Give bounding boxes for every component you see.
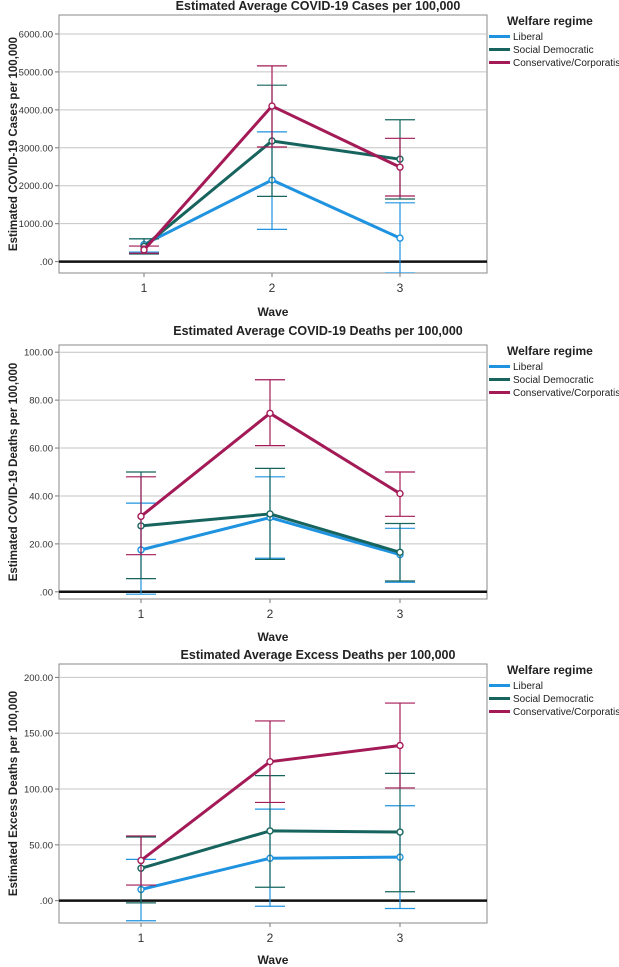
- x-tick-label: 2: [267, 931, 274, 945]
- legend-label: Conservative/Corporatist: [513, 388, 619, 399]
- plot-frame: [58, 663, 488, 924]
- y-tick-label: 50.00: [29, 840, 53, 851]
- legend: Welfare regime Liberal Social Democratic Co…: [489, 14, 619, 69]
- data-point: [396, 741, 404, 750]
- y-tick-label: 40.00: [29, 491, 53, 502]
- legend-title: Welfare regime: [507, 663, 593, 677]
- y-tick-label: .00: [40, 257, 53, 268]
- y-tick-label: 150.00: [24, 729, 53, 740]
- x-axis-label: Wave: [258, 953, 289, 967]
- legend-label: Liberal: [513, 681, 543, 692]
- data-point: [396, 163, 404, 171]
- y-tick-label: 6000.00: [19, 29, 53, 40]
- data-point: [268, 102, 276, 110]
- y-axis-label: Estimated COVID-19 Cases per 100,000: [8, 37, 20, 251]
- legend-title: Welfare regime: [507, 344, 593, 358]
- data-point: [266, 510, 274, 518]
- legend-label: Social Democratic: [513, 694, 594, 705]
- y-tick-label: 3000.00: [19, 143, 53, 154]
- data-point: [266, 757, 274, 766]
- series-social-democratic: [126, 467, 415, 582]
- legend-label: Liberal: [513, 32, 543, 43]
- y-tick-label: 60.00: [29, 444, 53, 455]
- series-conservative-corporatist: [126, 379, 415, 556]
- y-axis-label: Estimated COVID-19 Deaths per 100,000: [8, 363, 20, 582]
- plot-frame: [58, 14, 488, 274]
- chart-title: Estimated Average Excess Deaths per 100,…: [181, 648, 456, 662]
- y-tick-label: 100.00: [24, 785, 53, 796]
- legend-label: Social Democratic: [513, 375, 594, 386]
- x-tick-label: 3: [397, 281, 404, 295]
- y-tick-label: 100.00: [24, 348, 53, 359]
- chart-panel-2: Estimated Average COVID-19 Deaths per 10…: [8, 324, 619, 644]
- x-tick-label: 2: [267, 607, 274, 621]
- x-tick-label: 2: [269, 281, 276, 295]
- plot-frame: [58, 344, 488, 600]
- data-point: [396, 548, 404, 556]
- legend-title: Welfare regime: [507, 14, 593, 28]
- chart-title: Estimated Average COVID-19 Cases per 100…: [176, 0, 461, 13]
- y-tick-label: 200.00: [24, 673, 53, 684]
- legend-label: Conservative/Corporatist: [513, 58, 619, 69]
- data-point: [137, 512, 145, 521]
- x-tick-label: 3: [397, 607, 404, 621]
- y-tick-label: 4000.00: [19, 105, 53, 116]
- y-tick-label: 20.00: [29, 539, 53, 550]
- x-tick-label: 1: [141, 281, 148, 295]
- data-point: [396, 234, 404, 242]
- legend-label: Conservative/Corporatist: [513, 707, 619, 718]
- y-tick-label: 80.00: [29, 396, 53, 407]
- data-point: [396, 828, 404, 836]
- y-tick-label: 1000.00: [19, 219, 53, 230]
- series-conservative-corporatist: [126, 702, 415, 886]
- data-point: [137, 856, 145, 865]
- legend-label: Social Democratic: [513, 45, 594, 56]
- data-point: [266, 409, 274, 417]
- chart-panel-3: Estimated Average Excess Deaths per 100,…: [8, 648, 619, 967]
- y-tick-label: .00: [40, 896, 53, 907]
- x-axis-label: Wave: [258, 630, 289, 644]
- y-tick-label: 2000.00: [19, 181, 53, 192]
- data-point: [140, 246, 148, 254]
- y-tick-label: .00: [40, 587, 53, 598]
- x-axis-label: Wave: [258, 305, 289, 319]
- y-axis-label: Estimated Excess Deaths per 100,000: [8, 691, 20, 896]
- legend-label: Liberal: [513, 362, 543, 373]
- chart-panel-1: Estimated Average COVID-19 Cases per 100…: [8, 0, 619, 319]
- series-conservative-corporatist: [129, 65, 415, 254]
- x-tick-label: 1: [138, 607, 145, 621]
- chart-title: Estimated Average COVID-19 Deaths per 10…: [173, 324, 463, 338]
- x-tick-label: 3: [397, 931, 404, 945]
- data-point: [396, 489, 404, 498]
- x-tick-label: 1: [138, 931, 145, 945]
- legend: Welfare regime Liberal Social Democratic Co…: [489, 663, 619, 718]
- y-tick-label: 5000.00: [19, 67, 53, 78]
- data-point: [266, 827, 274, 835]
- legend: Welfare regime Liberal Social Democratic Co…: [489, 344, 619, 399]
